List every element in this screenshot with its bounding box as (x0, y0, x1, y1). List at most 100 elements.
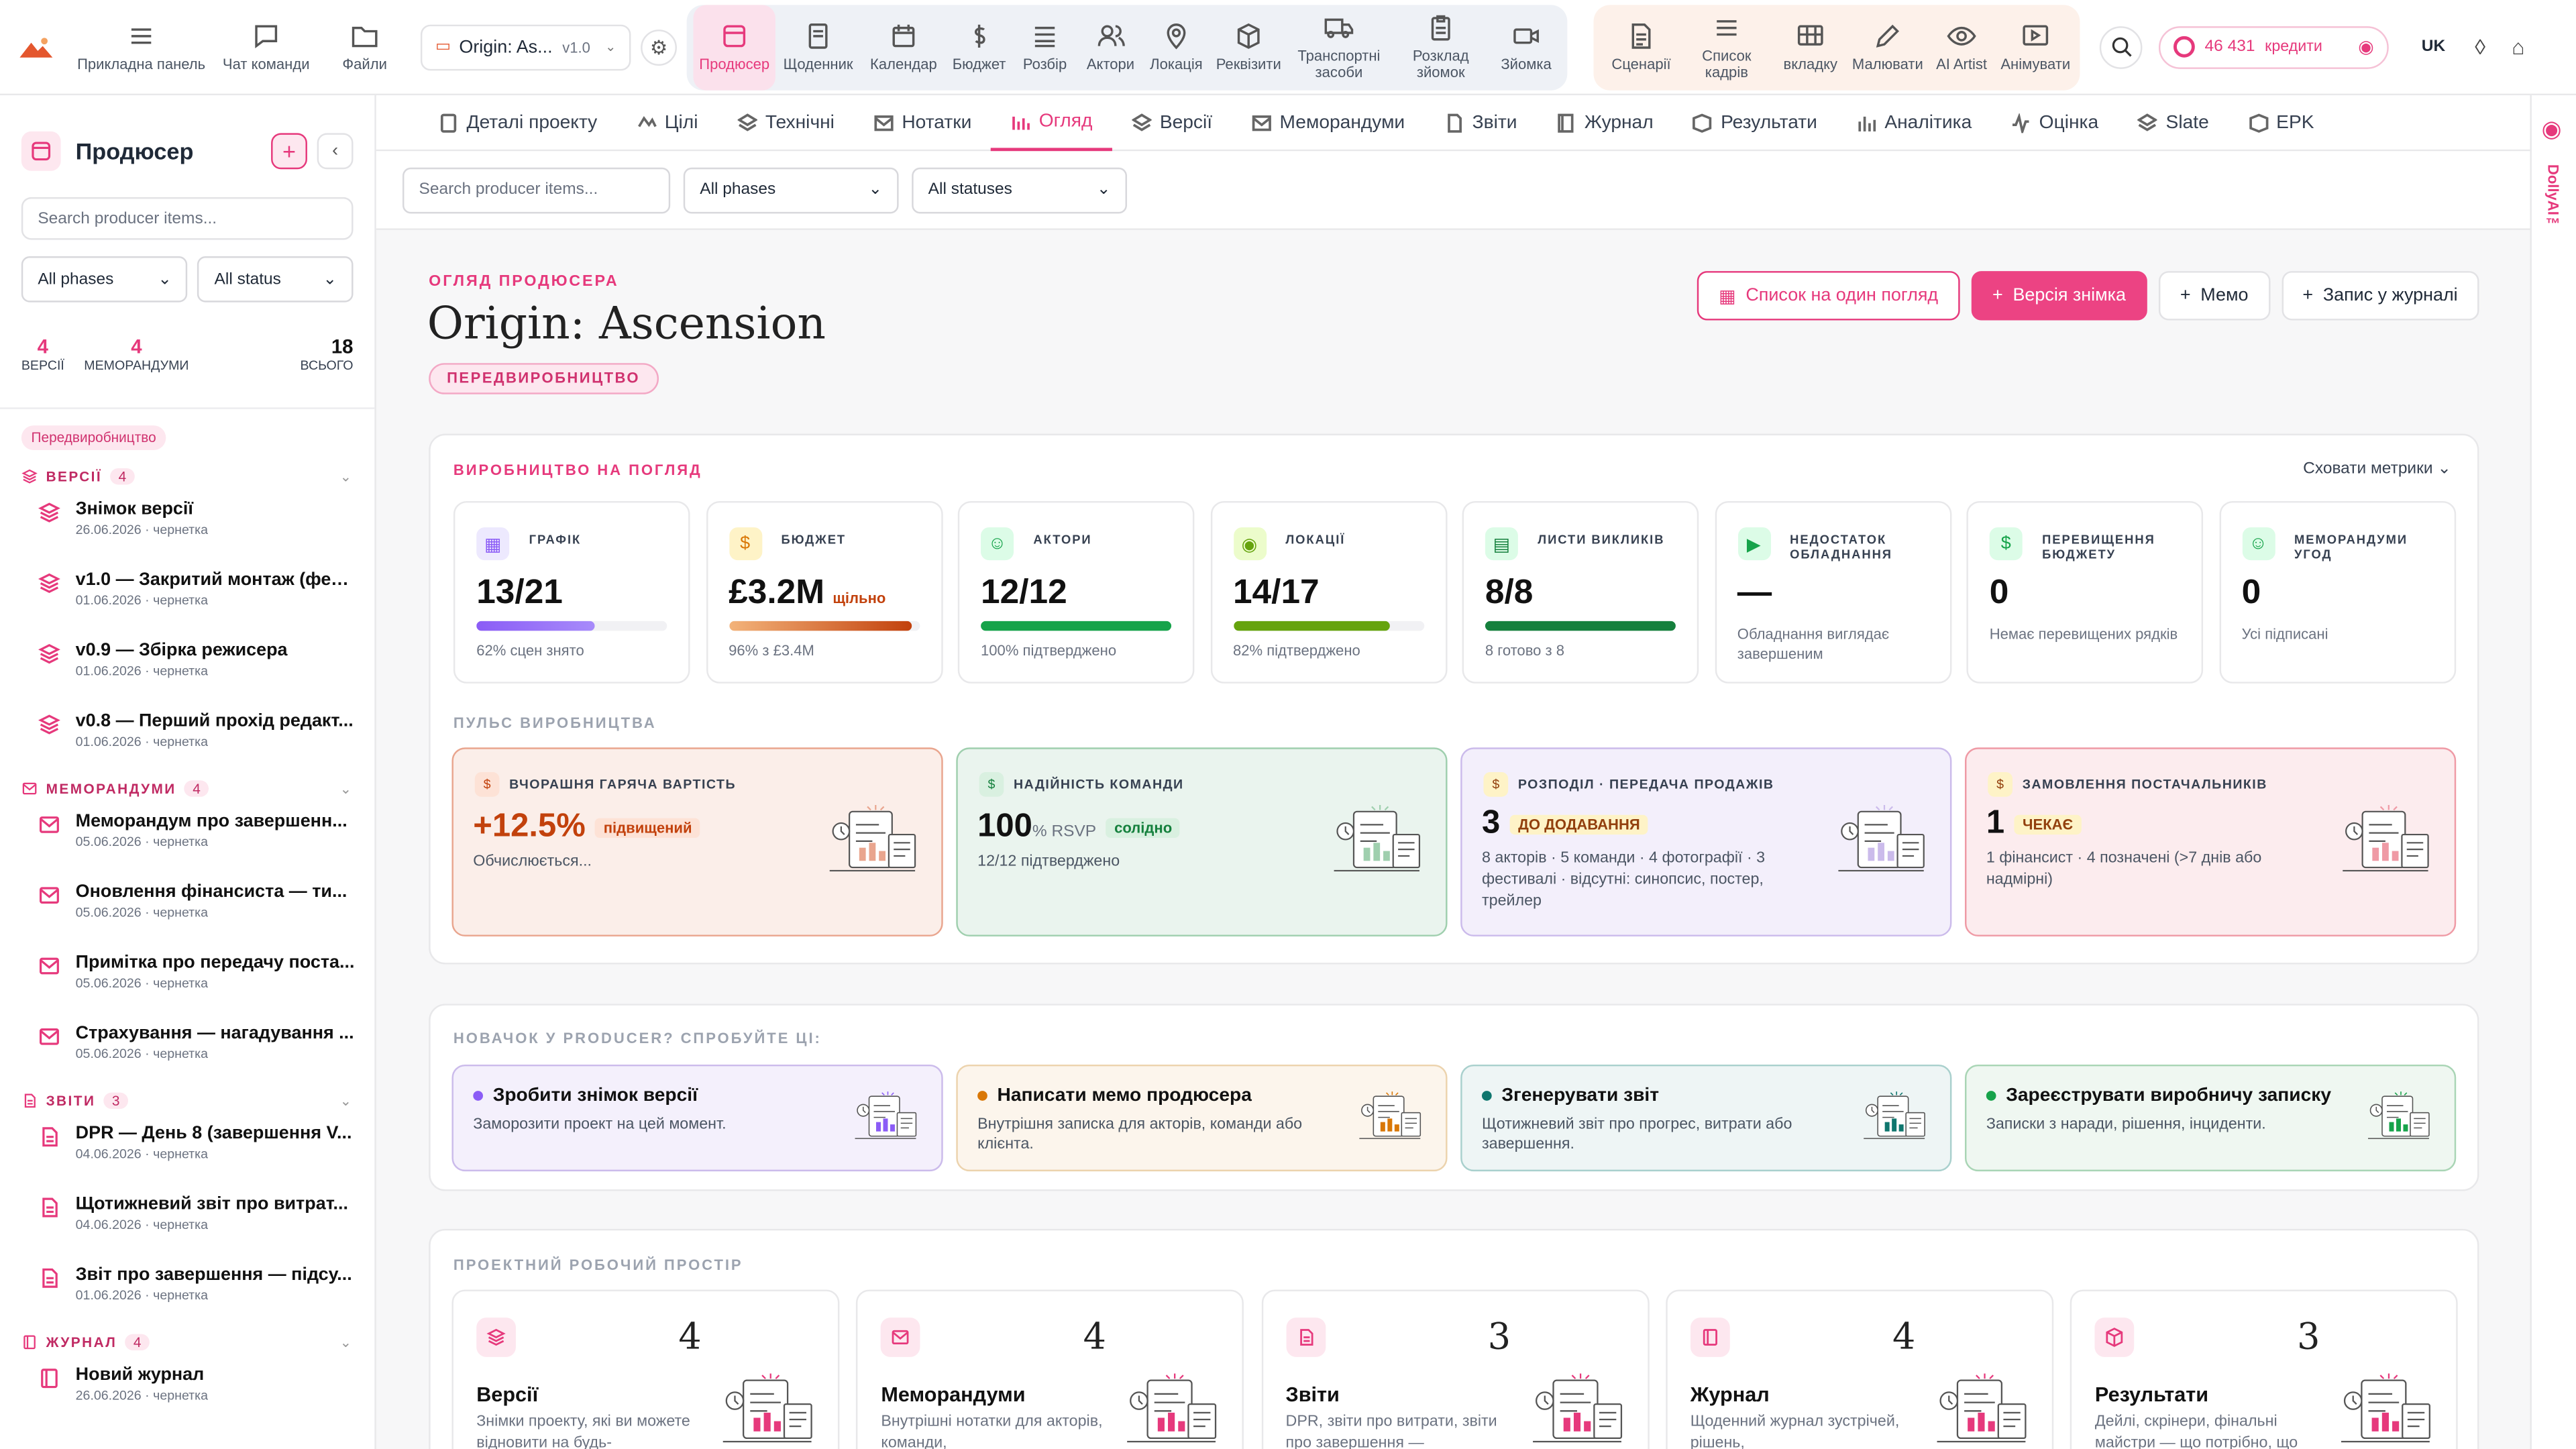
project-selector[interactable]: ▭ Origin: As... v1.0 ⌄ (420, 23, 631, 70)
workspace-card[interactable]: 3 Звіти DPR, звіти про витрати, звіти пр… (1260, 1289, 1649, 1449)
glance-title: ВИРОБНИЦТВО НА ПОГЛЯД (453, 462, 702, 478)
tab-11[interactable]: Оцінка (1992, 95, 2118, 150)
nav-storyboard[interactable]: вкладку (1771, 4, 1850, 89)
getting-started-card[interactable]: Написати мемо продюсера Внутрішня записк… (956, 1064, 1448, 1172)
truck-icon (1324, 18, 1354, 38)
tab-6[interactable]: Меморандуми (1232, 95, 1425, 150)
tab-9[interactable]: Результати (1673, 95, 1837, 150)
language-switcher[interactable]: UK (2421, 38, 2446, 56)
app-logo[interactable] (0, 36, 72, 58)
nav-diary[interactable]: Щоденник (775, 4, 861, 89)
tab-7[interactable]: Звіти (1425, 95, 1537, 150)
getting-started-card[interactable]: Зареєструвати виробничу записку Записки … (1964, 1064, 2457, 1172)
tab-4[interactable]: Огляд (991, 95, 1112, 151)
workspace-icon (476, 1318, 516, 1357)
tab-10[interactable]: Аналітика (1837, 95, 1991, 150)
tab-5[interactable]: Версії (1112, 95, 1232, 150)
camera-icon (1513, 28, 1539, 44)
project-settings-button[interactable]: ⚙ (641, 28, 677, 65)
tab-1[interactable]: Цілі (617, 95, 718, 150)
sidebar-section-header[interactable]: ЖУРНАЛ 4 ⌄ (0, 1329, 374, 1355)
workspace-card[interactable]: 4 Меморандуми Внутрішні нотатки для акто… (856, 1289, 1244, 1449)
metric-card[interactable]: ▦ ГРАФІК 13/21 62% сцен знято (453, 500, 690, 684)
sidebar-section-header[interactable]: МЕМОРАНДУМИ 4 ⌄ (0, 775, 374, 802)
nav-actors[interactable]: Актори (1078, 4, 1144, 89)
sidebar-list-item[interactable]: v0.9 — Збірка режисера 01.06.2026 · черне… (0, 631, 374, 701)
pulse-card[interactable]: $ ВЧОРАШНЯ ГАРЯЧА ВАРТІСТЬ +12.5% підвище… (451, 747, 943, 936)
add-item-button[interactable]: + (271, 133, 307, 170)
journal-entry-button[interactable]: + Запис у журналі (2281, 271, 2479, 321)
sidebar-phase-select[interactable]: All phases ⌄ (21, 256, 189, 303)
getting-started-card[interactable]: Зробити знімок версії Заморозити проект … (451, 1064, 943, 1172)
memo-button[interactable]: + Мемо (2158, 271, 2270, 321)
snapshot-version-button[interactable]: + Версія знімка (1971, 271, 2147, 321)
nav-scripts[interactable]: Сценарії (1600, 4, 1682, 89)
sidebar-list-item[interactable]: Новий журнал 26.06.2026 · чернетка (0, 1355, 374, 1426)
sidebar-list-item[interactable]: Оновлення фінансиста — ти... 05.06.2026 ·… (0, 872, 374, 943)
pulse-card[interactable]: $ НАДІЙНІСТЬ КОМАНДИ 100% RSVP солідно 12… (956, 747, 1448, 936)
credits-ring-icon (2174, 36, 2195, 58)
metric-card[interactable]: $ БЮДЖЕТ £3.2M щільно 96% з £3.4M (705, 500, 943, 684)
nav-shot-list[interactable]: Список кадрів (1682, 4, 1771, 89)
tab-2[interactable]: Технічні (718, 95, 854, 150)
metric-card[interactable]: ▤ ЛИСТИ ВИКЛИКІВ 8/8 8 готово з 8 (1462, 500, 1699, 684)
sidebar-section-header[interactable]: ВЕРСІЇ 4 ⌄ (0, 464, 374, 490)
nav-props[interactable]: Реквізити (1209, 4, 1288, 89)
sidebar-status-select[interactable]: All status ⌄ (198, 256, 354, 303)
tab-13[interactable]: EPK (2229, 95, 2334, 150)
dollyai-rail[interactable]: ◉ DollyAI™ (2530, 95, 2576, 1449)
nav-ai-artist[interactable]: AI Artist (1925, 4, 1998, 89)
sidebar-list-item[interactable]: v0.8 — Перший прохід редакт... 01.06.2026… (0, 702, 374, 772)
sidebar-list-item[interactable]: Знімок версії 26.06.2026 · чернетка (0, 490, 374, 560)
sidebar-list-item[interactable]: Щотижневий звіт про витрат... 04.06.2026 … (0, 1185, 374, 1255)
sidebar-list-item[interactable]: Примітка про передачу поста... 05.06.2026… (0, 943, 374, 1014)
sidebar-list-item[interactable]: DPR — День 8 (завершення V... 04.06.2026 … (0, 1114, 374, 1184)
metric-card[interactable]: ☺ АКТОРИ 12/12 100% підтверджено (957, 500, 1195, 684)
nav-draw[interactable]: Малювати (1850, 4, 1926, 89)
tab-12[interactable]: Slate (2118, 95, 2229, 150)
global-search-button[interactable] (2099, 25, 2143, 68)
collapse-sidebar-button[interactable]: ‹ (317, 133, 354, 170)
team-chat-button[interactable]: Чат команди (210, 4, 322, 89)
sidebar-list-item[interactable]: Страхування — нагадування ... 05.06.2026 … (0, 1014, 374, 1084)
hide-metrics-button[interactable]: Сховати метрики ⌄ (2303, 460, 2451, 478)
theme-drop-icon[interactable]: ◊ (2475, 34, 2486, 60)
pulse-card[interactable]: $ РОЗПОДІЛ · ПЕРЕДАЧА ПРОДАЖІВ 3 ДО ДОДАВ… (1460, 747, 1952, 936)
metric-card[interactable]: ◉ ЛОКАЦІЇ 14/17 82% підтверджено (1210, 500, 1447, 684)
workspace-card[interactable]: 3 Результати Дейлі, скрінери, фінальні м… (2070, 1289, 2459, 1449)
producer-search-input[interactable]: Search producer items... (402, 166, 671, 213)
metric-progress (981, 621, 1172, 631)
credits-badge[interactable]: 46 431 кредити ◉ (2158, 25, 2389, 68)
workspace-card[interactable]: 4 Версії Знімки проекту, які ви можете в… (451, 1289, 840, 1449)
nav-location[interactable]: Локація (1143, 4, 1209, 89)
sidebar-list-item[interactable]: Меморандум про завершенн... 05.06.2026 · … (0, 802, 374, 872)
nav-shooting-schedule[interactable]: Розклад зйомок (1390, 4, 1492, 89)
pulse-card[interactable]: $ ЗАМОВЛЕННЯ ПОСТАЧАЛЬНИКІВ 1 ЧЕКАЄ 1 фін… (1964, 747, 2457, 936)
sidebar-list-item[interactable]: v1.0 — Закритий монтаж (фес... 01.06.2026… (0, 560, 374, 631)
metric-card[interactable]: ☺ МЕМОРАНДУМИ УГОД 0 Усі підписані (2218, 500, 2455, 684)
nav-calendar[interactable]: Календар (861, 4, 946, 89)
status-filter-select[interactable]: All statuses ⌄ (912, 166, 1127, 213)
metric-card[interactable]: ▶ НЕДОСТАТОК ОБЛАДНАННЯ — Обладнання вигл… (1714, 500, 1951, 684)
nav-producer[interactable]: Продюсер (693, 4, 775, 90)
nav-vehicles[interactable]: Транспортні засоби (1288, 4, 1390, 89)
nav-breakdown[interactable]: Розбір (1012, 4, 1078, 89)
sidebar-list-item[interactable]: Звіт про завершення — підсу... 01.06.2026… (0, 1255, 374, 1326)
metric-card[interactable]: $ ПЕРЕВИЩЕННЯ БЮДЖЕТУ 0 Немає перевищених… (1966, 500, 2204, 684)
one-glance-list-button[interactable]: ▦ Список на один погляд (1697, 271, 1960, 321)
tab-8[interactable]: Журнал (1537, 95, 1673, 150)
phase-filter-select[interactable]: All phases ⌄ (683, 166, 899, 213)
nav-shoot[interactable]: Зйомка (1492, 4, 1561, 89)
dashboard-button[interactable]: Прикладна панель (72, 4, 211, 89)
files-button[interactable]: Файли (322, 4, 407, 89)
workspace-illustration (720, 1370, 815, 1449)
graduation-cap-icon[interactable]: ⌂ (2512, 34, 2525, 60)
tab-3[interactable]: Нотатки (854, 95, 991, 150)
workspace-card[interactable]: 4 Журнал Щоденний журнал зустрічей, ріше… (1665, 1289, 2053, 1449)
nav-animate[interactable]: Анімувати (1998, 4, 2074, 89)
getting-started-card[interactable]: Згенерувати звіт Щотижневий звіт про про… (1460, 1064, 1952, 1172)
tab-0[interactable]: Деталі проекту (419, 95, 616, 150)
sidebar-search-input[interactable]: Search producer items... (21, 197, 354, 240)
sidebar-section-header[interactable]: ЗВІТИ 3 ⌄ (0, 1087, 374, 1114)
nav-budget[interactable]: Бюджет (947, 4, 1012, 89)
